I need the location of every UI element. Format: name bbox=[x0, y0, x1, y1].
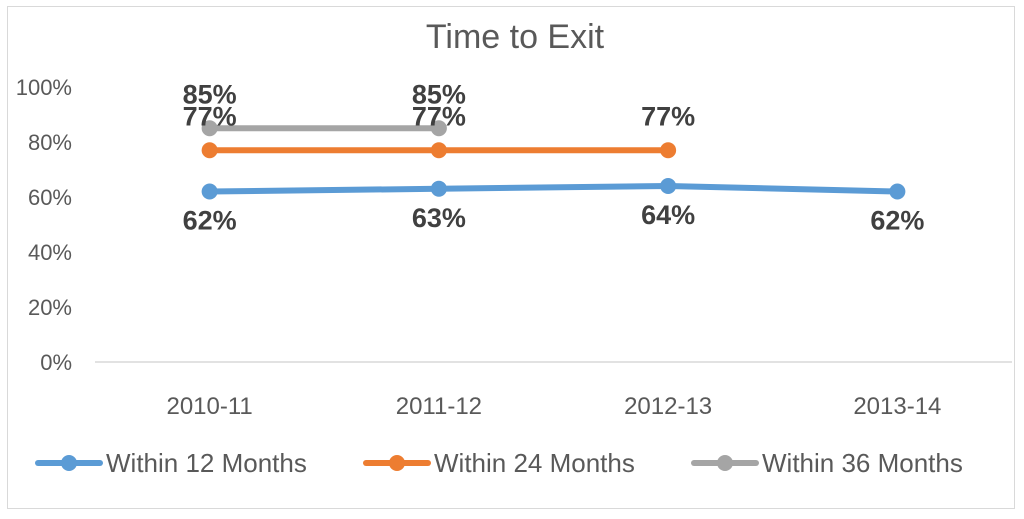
y-tick-label: 80% bbox=[28, 130, 72, 155]
data-point bbox=[201, 142, 218, 159]
series-line bbox=[206, 183, 901, 195]
legend-label: Within 24 Months bbox=[434, 448, 635, 478]
x-tick-label: 2010-11 bbox=[166, 393, 252, 420]
legend-marker bbox=[717, 455, 733, 471]
y-axis-ticks: 0% 20% 40% 60% 80% 100% bbox=[16, 75, 72, 375]
legend-item: Within 24 Months bbox=[363, 448, 635, 478]
data-label: 85% bbox=[412, 79, 466, 109]
y-tick-label: 0% bbox=[40, 350, 72, 375]
data-point bbox=[201, 183, 218, 200]
data-point bbox=[430, 120, 447, 137]
data-label: 85% bbox=[183, 79, 237, 109]
y-tick-label: 100% bbox=[16, 75, 72, 100]
legend-label: Within 36 Months bbox=[762, 448, 963, 478]
data-point bbox=[430, 180, 447, 197]
x-tick-label: 2013-14 bbox=[853, 393, 941, 420]
legend: Within 12 Months Within 24 Months Within 3… bbox=[35, 448, 963, 478]
x-axis-ticks: 2010-11 2011-12 2012-13 2013-14 bbox=[166, 393, 941, 420]
chart-frame bbox=[7, 6, 1015, 509]
data-point bbox=[660, 178, 677, 194]
chart-title: Time to Exit bbox=[426, 18, 605, 56]
legend-label: Within 12 Months bbox=[106, 448, 307, 478]
series-3 bbox=[201, 120, 447, 137]
series-lines bbox=[201, 120, 906, 200]
data-label: 77% bbox=[641, 101, 695, 131]
x-tick-label: 2012-13 bbox=[624, 393, 712, 420]
data-point bbox=[201, 120, 218, 137]
data-point bbox=[889, 183, 906, 200]
data-point bbox=[430, 142, 447, 159]
data-label: 64% bbox=[641, 200, 695, 230]
series-2 bbox=[201, 142, 677, 159]
x-tick-label: 2011-12 bbox=[396, 393, 482, 420]
data-label: 63% bbox=[412, 203, 466, 233]
data-labels: 62% 63% 64% 62%77% 77% 77%85% 85% bbox=[183, 79, 925, 235]
data-label: 62% bbox=[870, 206, 924, 236]
legend-item: Within 36 Months bbox=[691, 448, 963, 478]
data-label: 62% bbox=[183, 206, 237, 236]
legend-item: Within 12 Months bbox=[35, 448, 307, 478]
data-label: 77% bbox=[412, 101, 466, 131]
y-tick-label: 60% bbox=[28, 185, 72, 210]
legend-marker bbox=[389, 455, 405, 471]
series-1 bbox=[201, 178, 906, 200]
legend-marker bbox=[61, 455, 77, 471]
y-tick-label: 20% bbox=[28, 295, 72, 320]
data-point bbox=[660, 142, 677, 159]
data-label: 77% bbox=[183, 101, 237, 131]
y-tick-label: 40% bbox=[28, 240, 72, 265]
